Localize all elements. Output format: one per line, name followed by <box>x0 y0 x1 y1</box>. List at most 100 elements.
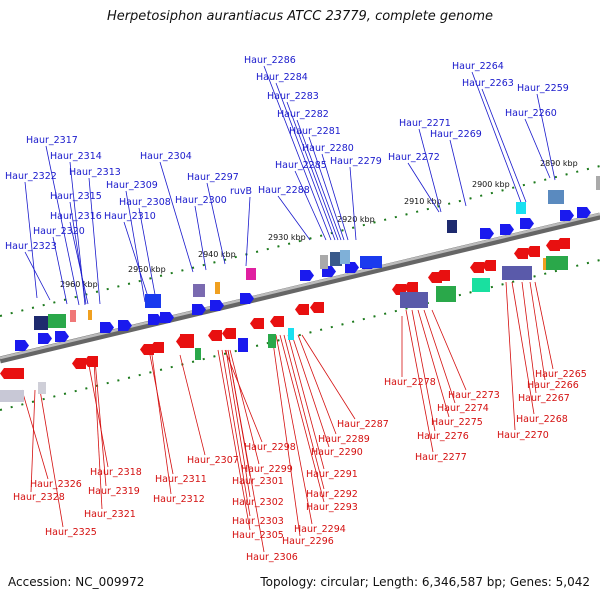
gene-label-up: Haur_2308 <box>119 197 171 208</box>
gene-arrow <box>192 304 206 315</box>
leader-line-up <box>286 101 339 241</box>
gene-label-dn: Haur_2296 <box>282 536 334 547</box>
gene-label-dn: Haur_2287 <box>337 419 389 430</box>
gene-arrow <box>300 270 314 281</box>
gene-label-dn: Haur_2277 <box>415 452 467 463</box>
gene-box <box>268 334 276 348</box>
gene-arrow <box>404 282 418 293</box>
gene-arrow <box>150 342 164 353</box>
gene-label-dn: Haur_2274 <box>437 403 489 414</box>
leader-line-up <box>407 162 440 213</box>
gene-label-dn: Haur_2321 <box>84 509 136 520</box>
leader-line-dn <box>521 281 537 394</box>
leader-line-up <box>321 153 349 241</box>
gene-box <box>193 284 205 297</box>
gene-box <box>436 286 456 302</box>
leader-line-dn <box>301 334 356 420</box>
leader-line-up <box>206 182 226 265</box>
gene-label-dn: Haur_2289 <box>318 434 370 445</box>
gene-label-up: Haur_2269 <box>430 129 482 140</box>
gene-label-dn: Haur_2291 <box>306 469 358 480</box>
leader-line-dn <box>221 349 251 517</box>
gene-label-dn: Haur_2265 <box>535 369 587 380</box>
leader-line-dn <box>229 349 260 465</box>
gene-label-up: Haur_2271 <box>399 118 451 129</box>
leader-line-up <box>69 221 89 305</box>
leader-line-dn <box>271 334 301 537</box>
gene-label-up: Haur_2264 <box>452 61 504 72</box>
tick-label: 2920 kbp <box>337 215 375 224</box>
gene-label-dn: Haur_2319 <box>88 486 140 497</box>
gene-label-up: Haur_2300 <box>175 195 227 206</box>
gene-label-up: ruvB <box>230 186 252 197</box>
leader-line-up <box>52 236 68 305</box>
gene-arrow <box>72 358 86 369</box>
gene-label-up: Haur_2279 <box>330 156 382 167</box>
gene-arrow <box>310 302 324 313</box>
leader-line-up <box>159 161 194 273</box>
gene-box <box>70 310 76 322</box>
gene-arrow <box>15 340 29 351</box>
accession-text: Accession: NC_009972 <box>8 575 145 589</box>
gene-label-up: Haur_2272 <box>388 152 440 163</box>
leader-line-dn <box>405 309 434 453</box>
leader-line-up <box>536 93 556 181</box>
gene-label-up: Haur_2285 <box>275 160 327 171</box>
gene-arrow <box>470 262 484 273</box>
gene-label-dn: Haur_2311 <box>155 474 207 485</box>
leader-line-up <box>194 205 207 271</box>
gene-label-up: Haur_2310 <box>104 211 156 222</box>
gene-label-up: Haur_2316 <box>50 211 102 222</box>
gene-arrow <box>148 314 162 325</box>
gene-arrow <box>480 228 494 239</box>
gene-arrow <box>546 240 560 251</box>
leader-line-dn <box>417 309 450 418</box>
gene-arrow <box>500 224 514 235</box>
leader-line-up <box>125 190 146 303</box>
gene-arrow <box>208 330 222 341</box>
gene-label-dn: Haur_2294 <box>294 524 346 535</box>
gene-label-dn: Haur_2293 <box>306 502 358 513</box>
leader-line-up <box>471 71 523 206</box>
leader-line-dn <box>93 359 103 510</box>
gene-box <box>447 220 457 233</box>
gene-label-dn: Haur_2328 <box>13 492 65 503</box>
gene-arrow <box>270 316 284 327</box>
gene-label-dn: Haur_2267 <box>518 393 570 404</box>
leader-line-dn <box>39 389 64 528</box>
gene-arrow <box>526 246 540 257</box>
gene-label-dn: Haur_2266 <box>527 380 579 391</box>
gene-label-up: Haur_2286 <box>244 55 296 66</box>
leader-line-up <box>418 128 442 213</box>
gene-label-up: Haur_2283 <box>267 91 319 102</box>
gene-box <box>330 252 342 266</box>
leader-line-dn <box>21 389 49 480</box>
gene-label-dn: Haur_2305 <box>232 530 284 541</box>
leader-line-dn <box>287 334 325 470</box>
gene-arrow <box>0 368 14 379</box>
gene-label-up: Haur_2320 <box>33 226 85 237</box>
gene-label-dn: Haur_2299 <box>241 464 293 475</box>
leader-line-up <box>245 196 251 267</box>
gene-label-up: Haur_2314 <box>50 151 102 162</box>
gene-label-up: Haur_2309 <box>106 180 158 191</box>
gene-arrow <box>140 344 154 355</box>
gene-label-up: Haur_2313 <box>69 167 121 178</box>
gene-label-up: Haur_2282 <box>277 109 329 120</box>
gene-arrow <box>84 356 98 367</box>
leader-line-dn <box>529 281 546 381</box>
gene-label-dn: Haur_2302 <box>232 497 284 508</box>
gene-label-up: Haur_2284 <box>256 72 308 83</box>
gene-box <box>238 338 248 352</box>
gene-box <box>246 268 256 280</box>
gene-arrow <box>436 270 450 281</box>
gene-box <box>400 292 428 308</box>
tick-label: 2910 kbp <box>404 197 442 206</box>
leader-line-dn <box>225 349 251 498</box>
leader-line-up <box>24 251 51 301</box>
leader-line-dn <box>279 334 325 503</box>
gene-arrow <box>10 368 24 379</box>
leader-line-dn <box>87 359 109 468</box>
gene-arrow <box>160 312 174 323</box>
